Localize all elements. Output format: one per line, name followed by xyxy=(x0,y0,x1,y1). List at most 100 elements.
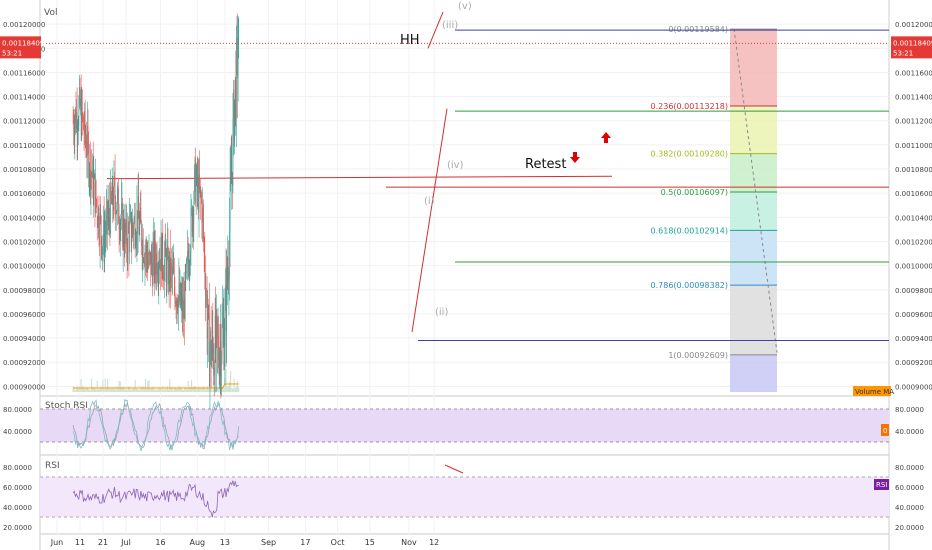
volume-bar xyxy=(171,387,173,392)
price-tick-right: 0.00094000 xyxy=(895,335,932,343)
volume-bar xyxy=(116,386,118,392)
current-price-countdown: 53:21 xyxy=(2,49,22,57)
candle-body xyxy=(157,276,158,277)
volume-bar xyxy=(72,386,74,392)
candle-body xyxy=(199,187,201,189)
volume-bar xyxy=(195,387,197,392)
volume-bar xyxy=(187,380,189,392)
candle-body xyxy=(98,207,99,228)
candle-body xyxy=(118,223,120,231)
candle-body xyxy=(195,181,197,204)
candle-body xyxy=(113,205,114,211)
horizontal-levels[interactable] xyxy=(106,29,889,341)
volume-bar xyxy=(236,380,239,392)
stoch-rsi-pane: 80.0000 80.0000 40.0000 40.0000 0 xyxy=(3,398,924,452)
candle-body xyxy=(116,210,118,213)
volume-bar xyxy=(157,389,159,392)
wave-trend-line xyxy=(411,108,448,333)
volume-bar xyxy=(207,386,209,392)
candle-body xyxy=(114,177,116,200)
candle-body xyxy=(203,220,204,242)
drawing-annotations[interactable] xyxy=(411,11,611,333)
price-tick-right: 0.00102000 xyxy=(895,238,932,246)
candle-body xyxy=(170,262,172,283)
candle-body xyxy=(106,213,107,234)
candle-body xyxy=(189,265,190,274)
volume-bar xyxy=(186,389,188,392)
candle-body xyxy=(91,174,93,178)
stoch-tick-left: 80.0000 xyxy=(3,406,32,414)
fib-zone-band xyxy=(730,230,777,286)
candle-body xyxy=(176,299,177,307)
fibonacci-retracement[interactable]: 0(0.00119584) 0.236(0.00113218) 0.382(0.00… xyxy=(651,25,778,392)
candle-body xyxy=(85,136,86,142)
retest-level-line[interactable] xyxy=(106,175,613,180)
volume-bar xyxy=(177,387,179,392)
candle-body xyxy=(117,193,118,211)
candle-body xyxy=(144,260,145,265)
candle-body xyxy=(224,308,226,346)
candle-body xyxy=(160,237,162,272)
volume-bar xyxy=(136,389,139,392)
volume-bar xyxy=(205,387,208,392)
candle-body xyxy=(174,269,175,287)
volume-bar xyxy=(166,386,168,392)
candle-body xyxy=(115,212,117,218)
candle-body xyxy=(84,111,85,134)
candle-body xyxy=(198,178,199,213)
candle-body xyxy=(108,205,109,218)
candle-body xyxy=(154,240,155,274)
candle-body xyxy=(225,285,227,332)
price-tick-left: 0.00108000 xyxy=(3,166,45,174)
candle-body xyxy=(204,250,206,276)
candle-body xyxy=(107,201,108,226)
candle-body xyxy=(222,322,224,324)
candle-body xyxy=(159,259,161,268)
price-tick-left: 0.00090000 xyxy=(3,383,45,391)
volume-bar xyxy=(167,389,170,392)
candle-body xyxy=(164,241,166,259)
volume-bar xyxy=(197,386,200,392)
candle-body xyxy=(120,220,122,225)
candle-body xyxy=(133,221,135,235)
volume-bar xyxy=(82,387,85,392)
volume-bar xyxy=(233,378,235,392)
candle-body xyxy=(229,181,231,232)
volume-bar xyxy=(180,387,182,392)
volume-bar xyxy=(202,386,204,392)
candle-body xyxy=(229,231,230,278)
candle-body xyxy=(98,207,100,237)
volume-bar xyxy=(125,389,127,392)
arrow-up-icon xyxy=(601,132,611,143)
price-tick-left: 0.00100000 xyxy=(3,263,45,271)
price-tick-right: 0.00116000 xyxy=(895,69,932,77)
candle-body xyxy=(218,336,219,360)
price-tick-right: 0.00104000 xyxy=(895,214,932,222)
volume-bar xyxy=(154,389,156,392)
price-tick-left: 0.00116000 xyxy=(3,69,45,77)
fib-level-label: 0.618(0.00102914) xyxy=(651,226,729,235)
volume-bar xyxy=(169,378,171,392)
candle-body xyxy=(190,208,192,253)
candle-body xyxy=(73,121,74,132)
candle-body xyxy=(162,233,164,272)
volume-bar xyxy=(133,388,135,392)
volume-bar xyxy=(111,387,113,392)
candle-body xyxy=(200,187,201,198)
candle-body xyxy=(212,330,213,352)
volume-bar xyxy=(194,386,196,392)
volume-bar xyxy=(179,386,181,392)
candle-body xyxy=(232,118,234,186)
candle-body xyxy=(90,150,91,190)
price-tick-right: 0.00110000 xyxy=(895,142,932,150)
candle-body xyxy=(206,295,208,339)
candle-body xyxy=(183,300,184,319)
candle-body xyxy=(156,253,158,277)
candle-body xyxy=(134,215,136,247)
candle-body xyxy=(132,222,133,237)
candle-body xyxy=(125,222,126,235)
volume-bar xyxy=(164,388,166,392)
rsi-line xyxy=(72,480,239,518)
fib-level-label: 0(0.00119584) xyxy=(668,25,728,34)
